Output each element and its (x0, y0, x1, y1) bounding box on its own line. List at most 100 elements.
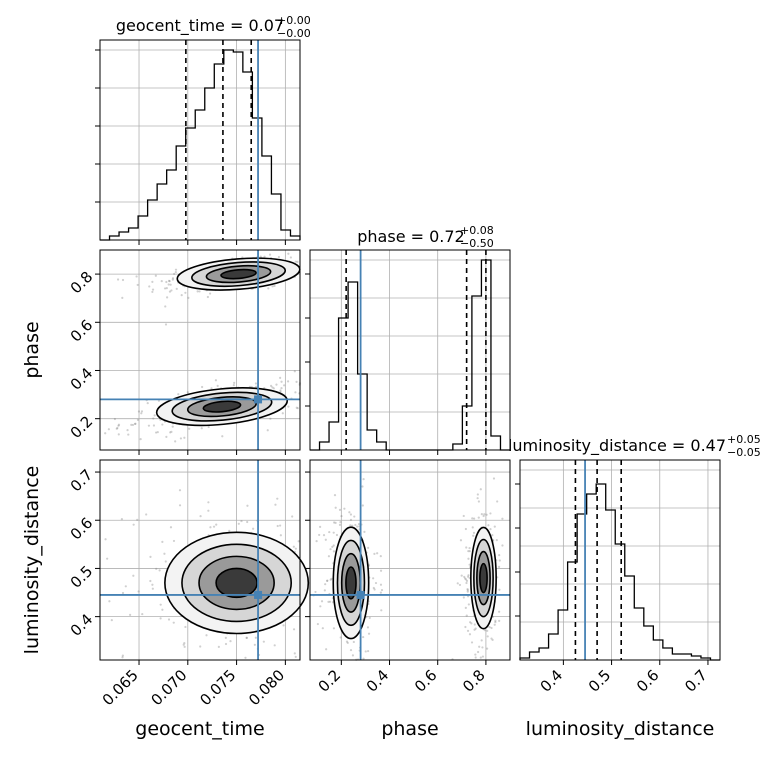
panel-frame (519, 459, 721, 661)
sample-point (467, 574, 470, 577)
sample-point (269, 384, 273, 387)
sample-point (379, 569, 383, 572)
sample-point (151, 583, 154, 586)
sample-point (217, 645, 220, 648)
sample-point (319, 605, 322, 608)
sample-point (121, 656, 124, 659)
sample-point (141, 612, 144, 616)
sample-point (373, 552, 376, 555)
sample-point (476, 650, 480, 654)
sample-point (367, 649, 370, 653)
sample-point (294, 260, 297, 263)
sample-point (351, 524, 354, 527)
sample-point (147, 424, 151, 427)
sample-point (469, 621, 472, 624)
sample-point (356, 525, 359, 528)
x-tick-label: 0.7 (681, 666, 711, 696)
sample-point (269, 417, 272, 420)
sample-point (501, 544, 504, 547)
sample-point (164, 560, 167, 563)
sample-point (151, 290, 154, 294)
sample-point (334, 506, 337, 509)
sample-point (165, 280, 168, 284)
sample-point (286, 380, 290, 383)
sample-point (161, 423, 164, 426)
sample-point (149, 579, 152, 583)
sample-point (151, 280, 154, 283)
sample-point (497, 565, 501, 568)
sample-point (188, 427, 191, 430)
sample-point (180, 294, 183, 297)
sample-point (167, 279, 171, 282)
sample-point (464, 625, 467, 629)
sample-point (232, 383, 235, 387)
sample-point (493, 623, 496, 626)
sample-point (466, 590, 469, 593)
sample-point (346, 641, 349, 645)
sample-point (481, 655, 485, 658)
sample-point (124, 585, 127, 588)
x-tick-label: 0.4 (363, 666, 393, 696)
sample-point (459, 539, 463, 542)
sample-point (483, 513, 486, 516)
sample-point (335, 533, 339, 537)
sample-point (468, 633, 472, 636)
sample-point (352, 640, 355, 644)
sample-point (159, 603, 162, 606)
sample-point (207, 501, 210, 504)
sample-point (272, 387, 275, 390)
sample-point (368, 616, 371, 619)
sample-point (116, 278, 120, 281)
sample-point (174, 271, 177, 274)
sample-point (172, 539, 176, 543)
sample-point (491, 533, 494, 537)
truth-marker (356, 590, 365, 599)
hist-panel-geocent-time (95, 39, 301, 241)
sample-point (294, 391, 297, 394)
sample-point (468, 563, 471, 566)
sample-point (113, 417, 117, 421)
sample-point (282, 624, 285, 627)
sample-point (330, 577, 333, 580)
histogram-step (310, 259, 510, 451)
sample-point (168, 280, 171, 283)
sample-point (464, 606, 467, 610)
sample-point (228, 529, 231, 532)
sample-point (177, 393, 180, 396)
sample-point (137, 590, 140, 593)
sample-point (488, 625, 491, 629)
sample-point (287, 252, 290, 255)
panel-frame (99, 459, 301, 661)
sample-point (244, 656, 247, 659)
sample-point (463, 575, 466, 579)
sample-point (466, 575, 470, 578)
sample-point (129, 613, 132, 616)
sample-point (210, 387, 213, 390)
sample-point (462, 596, 465, 599)
sample-point (289, 256, 292, 259)
sample-point (474, 656, 477, 659)
contour-level (202, 400, 242, 413)
sample-point (280, 380, 283, 383)
sample-point (362, 635, 365, 639)
sample-point (279, 524, 282, 527)
contour-level (215, 567, 258, 599)
sample-point (246, 504, 249, 507)
panel-frame (309, 459, 511, 661)
sample-point (343, 507, 346, 510)
sample-point (169, 431, 172, 434)
sample-point (472, 531, 476, 534)
sample-point (468, 549, 471, 553)
sample-point (494, 619, 497, 622)
sample-point (491, 638, 494, 642)
sample-point (340, 514, 343, 518)
sample-point (280, 386, 283, 390)
sample-point (158, 569, 161, 572)
sample-point (325, 648, 328, 651)
sample-point (136, 283, 139, 287)
y-tick-label: 0.5 (67, 562, 97, 592)
sample-point (293, 652, 296, 655)
sample-point (501, 517, 504, 520)
title-phase-sup: +0.08 (460, 224, 494, 237)
